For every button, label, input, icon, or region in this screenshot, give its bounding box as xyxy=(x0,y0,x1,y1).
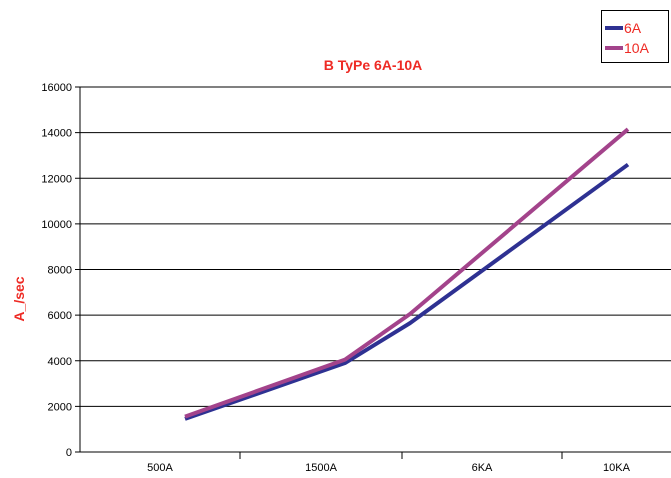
x-tick-label-2: 6KA xyxy=(472,462,493,474)
y-tick-label-2: 4000 xyxy=(48,356,72,368)
x-tick-label-3: 10KA xyxy=(603,462,631,474)
y-tick-label-5: 10000 xyxy=(41,219,72,231)
y-tick-label-3: 6000 xyxy=(48,310,72,322)
legend-label-6A: 6A xyxy=(624,20,642,36)
y-tick-label-7: 14000 xyxy=(41,128,72,140)
y-axis: 0 2000 4000 6000 8000 10000 12000 14000 16000 xyxy=(41,82,81,459)
series-line-10A xyxy=(184,127,630,419)
grid xyxy=(80,86,671,407)
legend-box xyxy=(601,10,669,63)
y-tick-label-0: 0 xyxy=(66,447,72,459)
x-axis: 500A 1500A 6KA 10KA xyxy=(80,451,671,474)
x-tick-label-1: 1500A xyxy=(305,462,337,474)
chart-title: B TyPe 6A-10A xyxy=(324,57,423,73)
series xyxy=(184,127,630,421)
x-tick-label-0: 500A xyxy=(147,462,173,474)
y-tick-label-4: 8000 xyxy=(48,265,72,277)
legend-label-10A: 10A xyxy=(624,40,650,56)
y-axis-label: A_/sec xyxy=(11,276,27,321)
series-line-6A xyxy=(184,162,630,421)
y-tick-label-1: 2000 xyxy=(48,401,72,413)
y-tick-label-6: 12000 xyxy=(41,173,72,185)
y-tick-label-8: 16000 xyxy=(41,82,72,94)
